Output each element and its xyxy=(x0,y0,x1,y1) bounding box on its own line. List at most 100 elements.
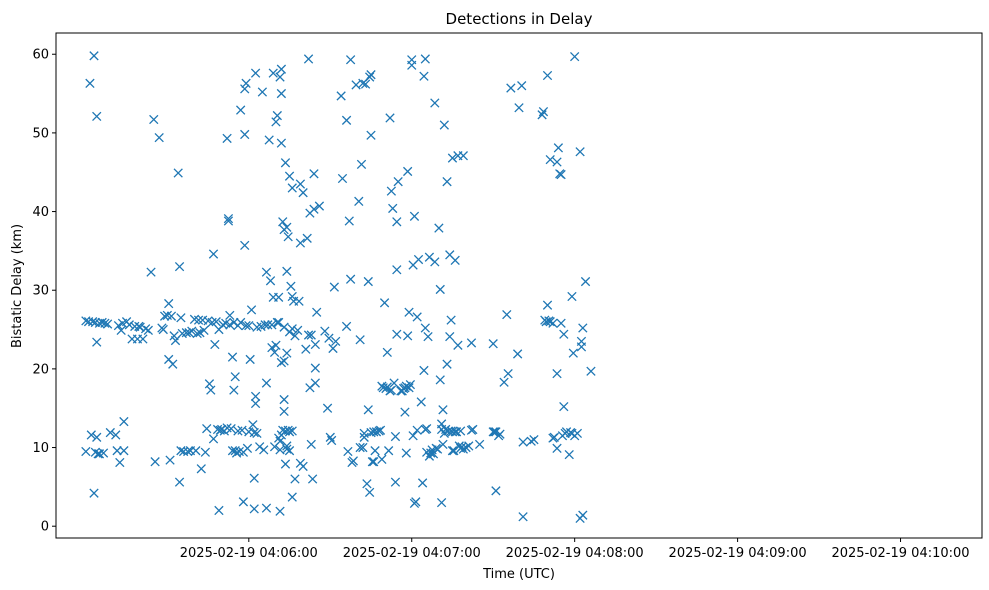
point-marker xyxy=(158,324,168,335)
point-marker xyxy=(235,105,246,115)
point-marker xyxy=(143,325,153,335)
point-marker xyxy=(279,406,289,417)
point-marker xyxy=(287,183,297,193)
point-marker xyxy=(269,347,280,358)
point-marker xyxy=(474,439,485,450)
point-marker xyxy=(572,428,583,439)
point-marker xyxy=(260,320,270,330)
point-marker xyxy=(314,201,325,211)
point-marker xyxy=(150,457,160,467)
point-marker xyxy=(348,456,359,466)
point-marker xyxy=(366,130,376,140)
point-marker xyxy=(553,143,564,153)
point-marker xyxy=(359,432,369,442)
point-marker xyxy=(282,444,292,454)
point-marker xyxy=(322,403,333,413)
point-marker xyxy=(468,424,478,435)
point-marker xyxy=(447,427,458,437)
point-marker xyxy=(392,265,402,275)
point-marker xyxy=(549,432,559,442)
plot-frame xyxy=(55,32,983,539)
point-marker xyxy=(166,311,177,321)
point-marker xyxy=(512,349,523,359)
point-marker xyxy=(222,133,232,144)
point-marker xyxy=(385,113,395,123)
point-marker xyxy=(92,111,102,122)
point-marker xyxy=(438,439,448,450)
point-marker xyxy=(336,91,346,101)
point-marker xyxy=(278,217,288,227)
x-axis: 2025-02-19 04:06:00 2025-02-19 04:07:00 20… xyxy=(180,538,970,561)
point-marker xyxy=(355,442,365,453)
point-marker xyxy=(310,339,320,350)
point-marker xyxy=(586,366,596,376)
point-marker xyxy=(552,157,562,167)
point-marker xyxy=(324,333,334,343)
point-marker xyxy=(282,348,292,358)
point-marker xyxy=(282,222,292,232)
point-marker xyxy=(502,309,512,320)
point-marker xyxy=(85,78,95,89)
point-marker xyxy=(298,188,308,198)
point-marker xyxy=(435,375,445,385)
point-marker xyxy=(442,359,452,369)
point-marker xyxy=(244,320,254,331)
point-marker xyxy=(276,88,287,99)
point-marker xyxy=(192,328,202,339)
point-marker xyxy=(263,320,273,330)
point-marker xyxy=(447,446,458,456)
point-marker xyxy=(461,442,471,453)
point-marker xyxy=(309,169,319,179)
point-marker xyxy=(403,331,413,341)
point-marker xyxy=(229,385,239,395)
point-marker xyxy=(223,213,234,224)
point-marker xyxy=(115,457,125,468)
point-marker xyxy=(488,427,498,437)
point-marker xyxy=(455,426,466,436)
y-axis-label: Bistatic Delay (km) xyxy=(10,224,25,348)
point-marker xyxy=(559,329,569,339)
point-marker xyxy=(229,317,239,328)
point-marker xyxy=(246,305,257,315)
point-marker xyxy=(344,216,354,226)
point-marker xyxy=(283,232,293,242)
point-marker xyxy=(445,331,455,342)
x-tick-label: 2025-02-19 04:09:00 xyxy=(669,546,807,561)
point-marker xyxy=(124,320,134,330)
point-marker xyxy=(111,430,121,440)
point-marker xyxy=(370,446,380,456)
point-marker xyxy=(419,365,429,376)
point-marker xyxy=(274,292,284,302)
point-marker xyxy=(552,443,562,453)
point-marker xyxy=(567,291,577,302)
point-marker xyxy=(568,348,578,358)
point-marker xyxy=(176,313,186,323)
point-marker xyxy=(409,211,420,221)
chart-title: Detections in Delay xyxy=(446,10,593,28)
point-marker xyxy=(503,368,513,379)
point-marker xyxy=(552,368,562,379)
point-marker xyxy=(341,321,352,332)
point-marker xyxy=(135,322,145,332)
point-marker xyxy=(183,446,193,457)
point-marker xyxy=(363,276,373,287)
point-marker xyxy=(116,325,126,335)
point-marker xyxy=(495,429,505,439)
point-marker xyxy=(86,430,96,440)
point-marker xyxy=(210,339,220,350)
point-marker xyxy=(441,424,451,435)
point-marker xyxy=(407,60,417,70)
point-marker xyxy=(411,497,421,507)
point-marker xyxy=(276,64,287,74)
point-marker xyxy=(491,486,501,496)
y-tick-label: 20 xyxy=(32,362,49,377)
point-marker xyxy=(438,405,448,415)
point-marker xyxy=(164,298,174,309)
point-marker xyxy=(518,512,528,522)
point-marker xyxy=(97,317,107,328)
point-marker xyxy=(290,474,300,484)
point-marker xyxy=(174,261,185,272)
point-marker xyxy=(320,326,330,336)
point-marker xyxy=(248,420,258,430)
